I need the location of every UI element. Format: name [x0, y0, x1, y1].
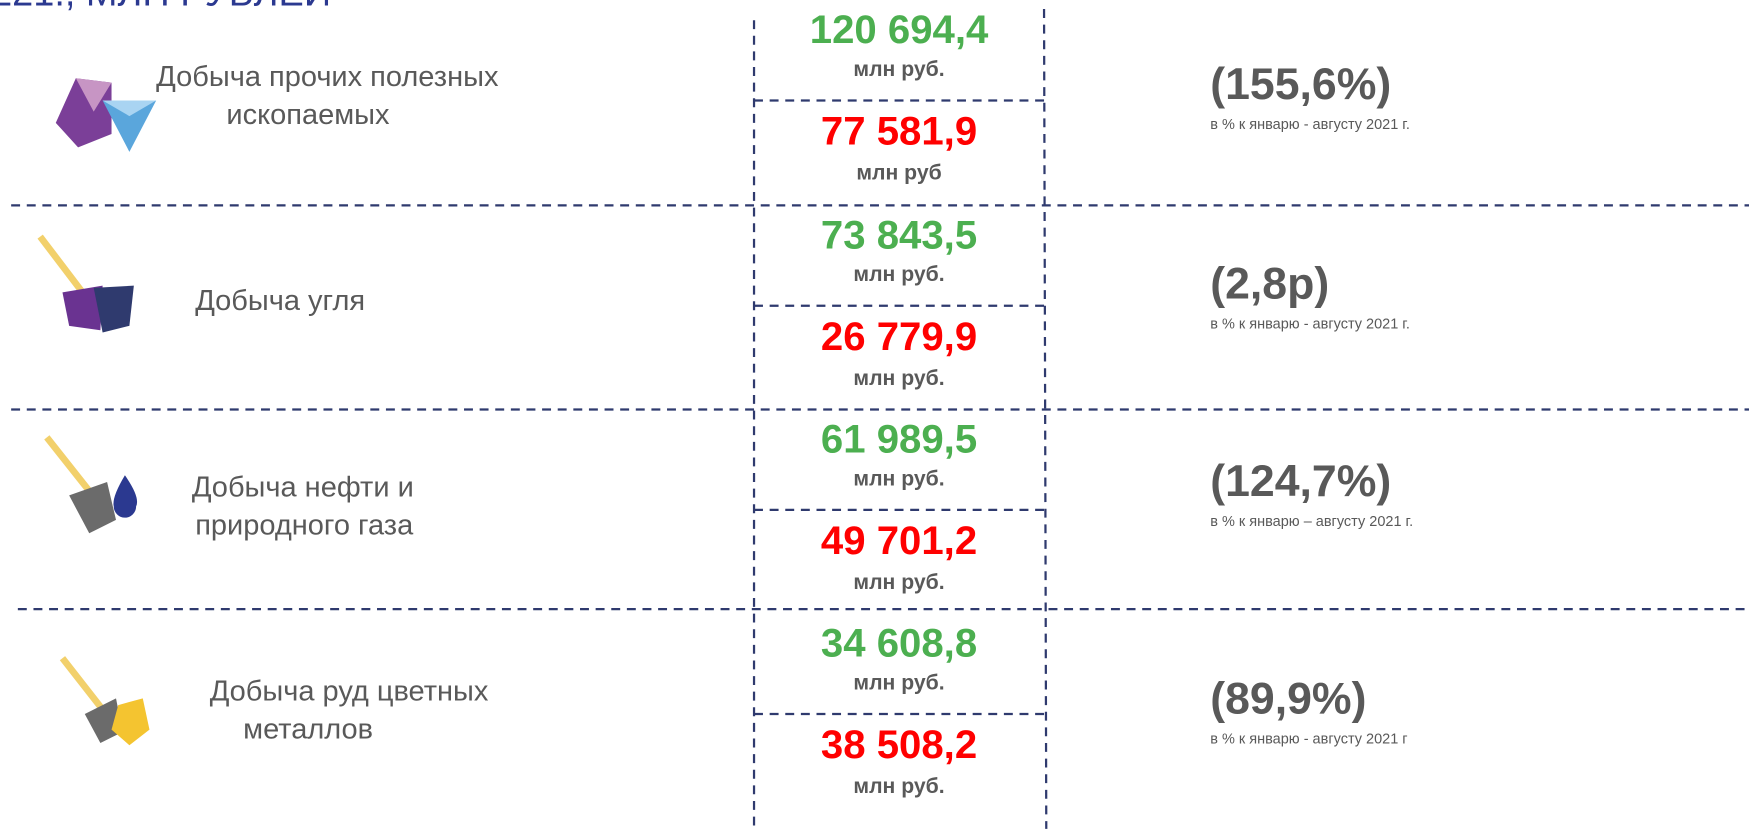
current-unit: млн руб.	[853, 467, 944, 490]
change: (89,9%)	[1210, 675, 1366, 724]
current-unit: млн руб.	[853, 671, 944, 694]
row-label: Добыча нефти и	[192, 471, 414, 503]
change-note: в % к январю - августу 2021 г.	[1210, 317, 1410, 333]
current-unit: млн руб.	[853, 58, 944, 81]
current-value: 34 608,8	[821, 621, 977, 666]
row-label: Добыча руд цветных	[210, 675, 489, 707]
icon-gems	[55, 78, 157, 152]
icon-ore	[59, 656, 150, 746]
change-note: в % к январю – августу 2021 г.	[1210, 514, 1413, 530]
icon-oil	[44, 435, 138, 534]
previous-value: 49 701,2	[821, 518, 977, 563]
current-value: 61 989,5	[821, 416, 977, 461]
previous-value: 26 779,9	[821, 314, 977, 359]
change: (2,8р)	[1210, 260, 1329, 309]
previous-unit: млн руб.	[853, 367, 944, 390]
row-label: Добыча угля	[195, 285, 365, 317]
change-note: в % к январю - августу 2021 г	[1210, 731, 1407, 747]
header-title: 221., МЛН РУБЛЕЙ	[0, 0, 331, 15]
previous-unit: млн руб.	[853, 775, 944, 798]
current-value: 120 694,4	[810, 7, 989, 52]
current-value: 73 843,5	[821, 212, 977, 257]
divider	[1042, 9, 1048, 829]
current-unit: млн руб.	[853, 263, 944, 286]
previous-unit: млн руб.	[853, 571, 944, 594]
previous-value: 77 581,9	[821, 109, 977, 154]
row-label: ископаемых	[226, 99, 390, 131]
previous-value: 38 508,2	[821, 722, 977, 767]
change-note: в % к январю - августу 2021 г.	[1210, 117, 1410, 133]
change: (155,6%)	[1210, 60, 1391, 109]
icon-coal	[37, 234, 134, 333]
previous-unit: млн руб	[856, 162, 941, 185]
row-label: природного газа	[195, 509, 414, 541]
row-label: металлов	[243, 713, 373, 745]
row-label: Добыча прочих полезных	[156, 61, 499, 93]
change: (124,7%)	[1210, 457, 1391, 506]
